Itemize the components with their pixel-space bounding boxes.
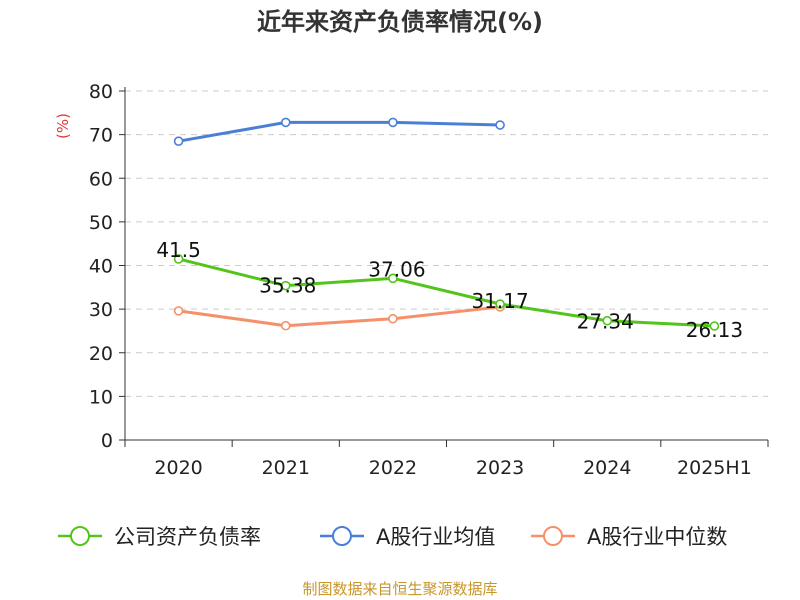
x-tick-label: 2024: [583, 457, 631, 479]
legend-marker: [332, 526, 352, 546]
data-point: [388, 117, 398, 128]
data-point: [173, 136, 184, 146]
legend-marker: [543, 526, 563, 546]
data-point: [173, 306, 184, 316]
y-tick-label: 70: [89, 125, 113, 147]
data-point: [280, 280, 291, 291]
data-point: [495, 120, 505, 130]
y-tick-label: 10: [89, 386, 113, 408]
grid-lines: [125, 90, 768, 397]
data-label: 37.06: [368, 257, 425, 281]
y-tick-label: 20: [89, 343, 113, 365]
source-footer: 制图数据来自恒生聚源数据库: [302, 580, 498, 598]
legend-label: 公司资产负债率: [114, 525, 261, 549]
y-tick-label: 0: [101, 430, 113, 452]
data-point: [388, 273, 398, 284]
y-axis-label: (%): [54, 113, 72, 139]
data-label: 31.17: [471, 289, 528, 313]
y-tick-label: 40: [89, 256, 113, 278]
data-label: 27.34: [577, 310, 634, 334]
y-tick-label: 30: [89, 299, 113, 321]
data-point: [388, 313, 398, 324]
data-label: 41.5: [156, 238, 201, 262]
data-label: 26.13: [686, 318, 743, 342]
data-point: [173, 254, 184, 264]
series-line-2: [178, 305, 501, 328]
data-point: [280, 320, 291, 331]
legend-item-2[interactable]: A股行业中位数: [531, 525, 727, 549]
series-line-0: [178, 257, 715, 328]
y-tick-label: 60: [89, 168, 113, 190]
x-tick-label: 2022: [369, 457, 417, 479]
legend-label: A股行业中位数: [587, 525, 727, 549]
data-point: [602, 315, 613, 326]
x-tick-label: 2021: [262, 457, 310, 479]
x-tick-label: 2023: [476, 457, 524, 479]
y-tick-label: 80: [89, 81, 113, 103]
data-point: [495, 299, 505, 309]
series-lines: [173, 117, 720, 331]
data-point: [709, 321, 720, 331]
legend-marker: [70, 526, 90, 546]
data-label: 35.38: [259, 274, 316, 298]
legend-item-1[interactable]: A股行业均值: [320, 525, 495, 549]
data-point: [280, 117, 291, 128]
x-tick-label: 2020: [154, 457, 202, 479]
legend-item-0[interactable]: 公司资产负债率: [58, 525, 261, 549]
y-tick-label: 50: [89, 212, 113, 234]
data-labels: 41.5 35.38 37.06 31.17 27.34 26.13: [156, 238, 743, 342]
legend-label: A股行业均值: [376, 525, 495, 549]
chart-title: 近年来资产负债率情况(%): [257, 8, 543, 36]
legend: 公司资产负债率 A股行业均值 A股行业中位数: [58, 525, 727, 549]
x-tick-label: 2025H1: [677, 457, 752, 479]
axes: 0 10 20 30 40 50 60 70 80 (%) 2020 2021 2022 2023 2024…: [54, 81, 769, 479]
series-line-1: [178, 120, 501, 143]
